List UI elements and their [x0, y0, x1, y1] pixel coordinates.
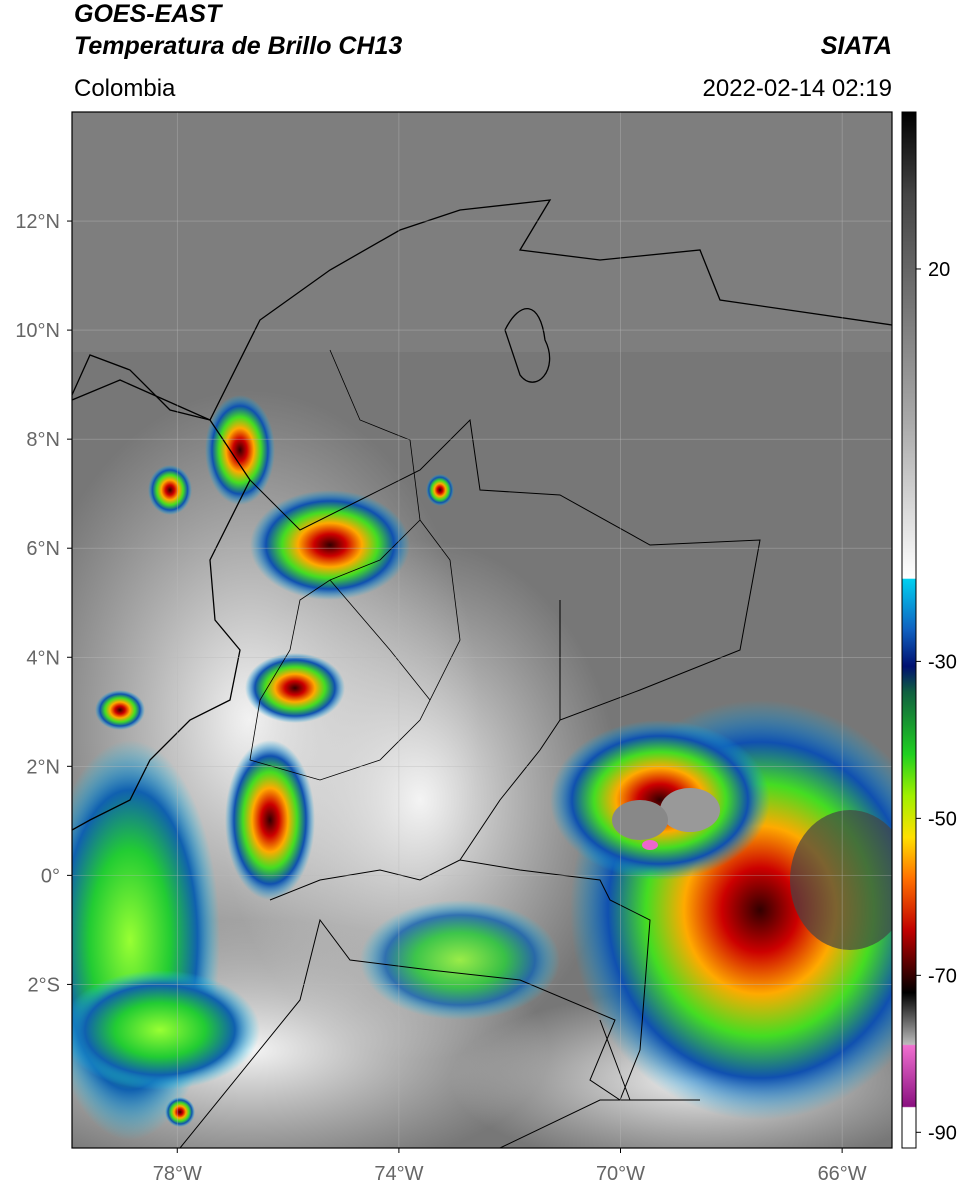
colorbar	[901, 111, 917, 1149]
map-frame	[71, 111, 893, 1149]
x-tick-label: 70°W	[596, 1163, 645, 1185]
subtitle: Temperatura de Brillo CH13	[74, 32, 402, 60]
datetime: 2022-02-14 02:19	[703, 75, 893, 102]
colorbar-tick-label: -70	[928, 965, 957, 987]
y-tick-label: 2°S	[28, 974, 60, 996]
y-tick-label: 8°N	[26, 429, 60, 451]
graticule	[72, 112, 892, 1148]
colorbar-tick-label: -90	[928, 1122, 957, 1144]
y-tick-label: 12°N	[15, 211, 60, 233]
y-tick-label: 10°N	[15, 320, 60, 342]
colorbar-tick-label: -50	[928, 808, 957, 830]
source: SIATA	[821, 32, 892, 60]
x-tick-label: 74°W	[374, 1163, 423, 1185]
colorbar-tick-label: 20	[928, 259, 950, 281]
region: Colombia	[74, 75, 176, 102]
colorbar-tick-label: -30	[928, 651, 957, 673]
title: GOES-EAST	[74, 0, 224, 28]
satellite-image	[72, 112, 892, 1148]
x-tick-label: 66°W	[818, 1163, 867, 1185]
y-tick-label: 2°N	[26, 756, 60, 778]
x-tick-label: 78°W	[153, 1163, 202, 1185]
y-tick-label: 0°	[41, 865, 60, 887]
y-tick-label: 6°N	[26, 538, 60, 560]
y-tick-label: 4°N	[26, 647, 60, 669]
